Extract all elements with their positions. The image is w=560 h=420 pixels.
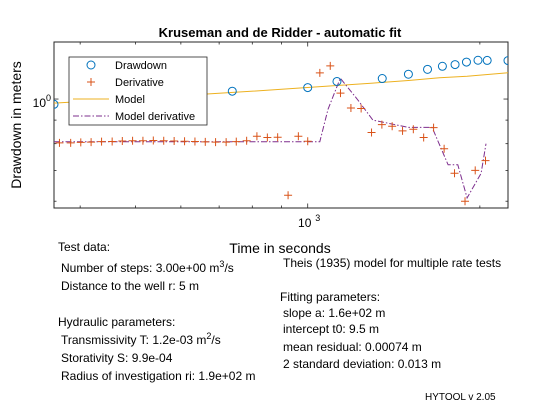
drawdown-point — [473, 55, 483, 65]
derivative-point — [222, 138, 231, 147]
derivative-point — [108, 137, 117, 146]
legend-marker-derivative — [87, 78, 95, 86]
intercept-line: intercept t0: 9.5 m — [283, 322, 380, 336]
legend-marker-drawdown — [86, 60, 96, 70]
derivative-point — [357, 104, 366, 113]
derivative-point — [471, 166, 480, 175]
derivative-point — [284, 191, 293, 200]
derivative-point — [440, 144, 449, 153]
derivative-point — [303, 137, 312, 146]
axis-ticks: 10 310 0 — [33, 42, 508, 230]
derivative-point — [242, 136, 251, 145]
x-axis-label: Time in seconds — [229, 240, 330, 256]
derivative-point — [273, 133, 282, 142]
derivative-point — [263, 133, 272, 142]
derivative-point — [367, 128, 376, 137]
x-tick-label: 10 — [298, 216, 312, 230]
derivative-point — [388, 122, 397, 131]
steps-text: Number of steps: 3.00e+00 m — [61, 261, 220, 275]
slope-line: slope a: 1.6e+02 m — [283, 306, 386, 320]
radius-line: Radius of investigation ri: 1.9e+02 m — [61, 369, 256, 383]
mean-residual-line: mean residual: 0.00074 m — [283, 340, 422, 354]
steps-unit: /s — [224, 261, 234, 275]
derivative-point — [429, 123, 438, 132]
legend-box — [68, 56, 208, 126]
legend-label: Drawdown — [115, 60, 167, 72]
derivative-point — [149, 136, 158, 145]
legend: Drawdown Derivative Model Model derivative — [68, 56, 208, 126]
chart-title: Kruseman and de Ridder - automatic fit — [159, 25, 402, 40]
drawdown-point — [303, 83, 313, 93]
legend-label: Model — [115, 94, 145, 106]
derivative-point — [336, 89, 345, 98]
drawdown-point — [461, 57, 471, 67]
derivative-point — [201, 137, 210, 146]
derivative-point — [481, 156, 490, 165]
derivative-point — [211, 138, 220, 147]
drawdown-point — [332, 76, 342, 86]
derivative-point — [419, 133, 428, 142]
drawdown-point — [423, 64, 433, 74]
legend-label: Derivative — [115, 77, 164, 89]
derivative-point — [450, 169, 459, 178]
drawdown-point — [450, 60, 460, 70]
derivative-point — [346, 104, 355, 113]
y-tick-label: 10 — [33, 96, 47, 110]
derivative-point — [159, 136, 168, 145]
derivative-point — [461, 197, 470, 206]
derivative-point — [232, 137, 241, 146]
fitting-header: Fitting parameters: — [280, 290, 381, 304]
derivative-point — [66, 138, 75, 147]
steps-line: Number of steps: 3.00e+00 m3/s — [61, 259, 234, 275]
transmissivity-text: Transmissivity T: 1.2e-03 m — [61, 333, 207, 347]
storativity-line: Storativity S: 9.9e-04 — [61, 351, 173, 365]
version-label: HYTOOL v 2.05 — [425, 392, 496, 403]
derivative-point — [326, 61, 335, 70]
derivative-point — [128, 136, 137, 145]
y-tick-exponent: 0 — [46, 93, 51, 103]
transmissivity-exponent: 2 — [206, 331, 212, 341]
drawdown-point — [227, 86, 237, 96]
derivative-point — [97, 137, 106, 146]
derivative-point — [118, 136, 127, 145]
legend-label: Model derivative — [115, 111, 195, 123]
derivative-point — [377, 120, 386, 129]
derivative-point — [398, 126, 407, 135]
derivative-point — [252, 132, 261, 141]
derivative-point — [294, 132, 303, 141]
drawdown-point — [377, 74, 387, 84]
distance-line: Distance to the well r: 5 m — [61, 279, 200, 293]
transmissivity-unit: /s — [211, 333, 221, 347]
derivative-point — [190, 137, 199, 146]
derivative-point — [138, 136, 147, 145]
model-description: Theis (1935) model for multiple rate tes… — [283, 256, 502, 270]
steps-exponent: 3 — [219, 259, 225, 269]
std-dev-line: 2 standard deviation: 0.013 m — [283, 357, 442, 371]
model-derivative-line — [54, 77, 487, 200]
drawdown-point — [54, 99, 59, 109]
drawdown-point — [482, 55, 492, 65]
derivative-point — [180, 137, 189, 146]
drawdown-point — [503, 56, 508, 66]
hydraulic-header: Hydraulic parameters: — [58, 315, 176, 329]
drawdown-point — [437, 61, 447, 71]
derivative-point — [315, 68, 324, 77]
y-axis-label: Drawdown in meters — [8, 61, 24, 189]
derivative-point — [170, 136, 179, 145]
derivative-point — [87, 138, 96, 147]
test-data-header: Test data: — [58, 240, 111, 254]
transmissivity-line: Transmissivity T: 1.2e-03 m2/s — [61, 331, 221, 347]
derivative-point — [55, 138, 64, 147]
drawdown-point — [403, 69, 413, 79]
derivative-point — [76, 138, 85, 147]
derivative-point — [409, 125, 418, 134]
x-tick-exponent: 3 — [315, 213, 320, 223]
